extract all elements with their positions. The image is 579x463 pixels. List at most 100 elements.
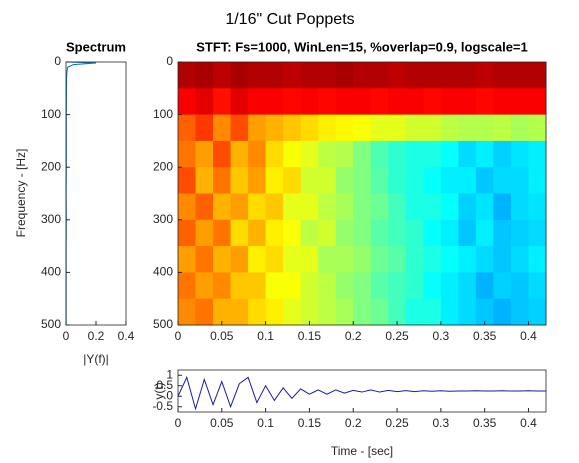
heatmap-cell: [248, 140, 267, 168]
y-tick-label: 0: [54, 54, 61, 68]
heatmap-cell: [318, 140, 337, 168]
heatmap-cell: [423, 246, 442, 273]
heatmap-cell: [475, 246, 494, 273]
y-tick-label: 300: [41, 212, 61, 226]
heatmap-cell: [440, 298, 459, 326]
y-tick-label: 500: [41, 317, 61, 331]
heatmap-cell: [493, 298, 512, 326]
heatmap-cell: [283, 114, 302, 142]
heatmap-cell: [248, 62, 267, 89]
heatmap-cell: [405, 140, 424, 168]
heatmap-cell: [388, 272, 407, 300]
heatmap-cell: [265, 167, 284, 194]
y-axis-label: y(t): [152, 382, 166, 399]
heatmap-cell: [405, 193, 424, 221]
heatmap-cell: [248, 114, 267, 142]
x-tick-label: 0.35: [473, 416, 497, 430]
y-tick-label: 1: [166, 367, 173, 381]
heatmap-cell: [510, 298, 529, 326]
y-tick-label: 400: [41, 265, 61, 279]
heatmap-cell: [318, 246, 337, 273]
heatmap-cell: [195, 219, 214, 247]
heatmap-cell: [283, 298, 302, 326]
heatmap-cell: [213, 193, 232, 221]
heatmap-cell: [230, 272, 249, 300]
x-tick-label: 0.4: [520, 416, 537, 430]
heatmap-cell: [405, 114, 424, 142]
x-tick-label: 0: [175, 416, 182, 430]
heatmap-cell: [423, 298, 442, 326]
heatmap-cell: [388, 88, 407, 116]
heatmap-cell: [195, 193, 214, 221]
heatmap-cell: [440, 140, 459, 168]
heatmap-cell: [318, 88, 337, 116]
y-tick-label: 400: [153, 265, 173, 279]
heatmap-cell: [265, 272, 284, 300]
heatmap-cell: [440, 88, 459, 116]
heatmap-cell: [230, 140, 249, 168]
heatmap-cell: [405, 246, 424, 273]
heatmap-cell: [475, 140, 494, 168]
x-tick-label: 0.2: [345, 416, 362, 430]
heatmap-cell: [353, 298, 372, 326]
heatmap-cell: [353, 193, 372, 221]
heatmap-cell: [230, 246, 249, 273]
heatmap-cell: [370, 246, 389, 273]
y-tick-label: 0: [166, 388, 173, 402]
heatmap-cell: [318, 272, 337, 300]
heatmap-cell: [528, 88, 547, 116]
y-tick-label: 0: [166, 54, 173, 68]
x-tick-label: 0.05: [210, 416, 234, 430]
heatmap-cell: [475, 167, 494, 194]
heatmap-cell: [178, 219, 197, 247]
heatmap-cell: [388, 246, 407, 273]
heatmap-cell: [458, 140, 477, 168]
heatmap-cell: [510, 114, 529, 142]
heatmap-cell: [318, 219, 337, 247]
heatmap-cell: [440, 219, 459, 247]
heatmap-cell: [318, 62, 337, 89]
heatmap-cell: [300, 88, 319, 116]
heatmap-cell: [230, 219, 249, 247]
figure-title: 1/16" Cut Poppets: [225, 11, 354, 28]
heatmap-cell: [510, 219, 529, 247]
heatmap-cell: [510, 193, 529, 221]
heatmap-cell: [353, 62, 372, 89]
heatmap-cell: [178, 88, 197, 116]
heatmap-cell: [493, 219, 512, 247]
heatmap-cell: [195, 298, 214, 326]
heatmap-cell: [405, 219, 424, 247]
heatmap-cell: [528, 167, 547, 194]
heatmap-cell: [248, 219, 267, 247]
heatmap-cell: [195, 272, 214, 300]
heatmap-cell: [493, 272, 512, 300]
heatmap-cell: [370, 114, 389, 142]
heatmap-cell: [405, 298, 424, 326]
x-tick-label: 0.15: [298, 416, 322, 430]
axes-box: [177, 369, 547, 413]
heatmap-cell: [265, 114, 284, 142]
x-tick-label: 0: [175, 329, 182, 343]
heatmap-cell: [510, 167, 529, 194]
heatmap-cell: [440, 114, 459, 142]
heatmap-cell: [493, 140, 512, 168]
heatmap-cell: [405, 62, 424, 89]
heatmap-cell: [300, 219, 319, 247]
heatmap-cell: [475, 193, 494, 221]
x-tick-label: 0.25: [385, 416, 409, 430]
heatmap-cell: [423, 114, 442, 142]
heatmap-cell: [458, 167, 477, 194]
heatmap-cell: [528, 246, 547, 273]
heatmap-cell: [405, 88, 424, 116]
heatmap-cell: [230, 193, 249, 221]
x-tick-label: 0.2: [88, 329, 105, 343]
heatmap-cell: [248, 298, 267, 326]
heatmap-cell: [528, 272, 547, 300]
heatmap-cell: [230, 114, 249, 142]
heatmap-cell: [178, 62, 197, 89]
heatmap-cell: [178, 298, 197, 326]
x-tick-label: 0.1: [257, 416, 274, 430]
heatmap-cell: [370, 193, 389, 221]
heatmap-cell: [528, 298, 547, 326]
heatmap-cell: [178, 272, 197, 300]
